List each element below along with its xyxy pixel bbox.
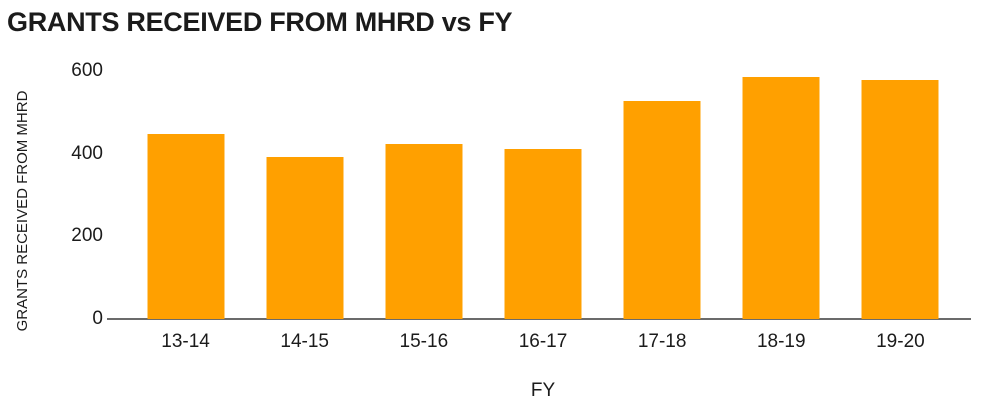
bar-17-18 — [623, 101, 701, 319]
bar-19-20 — [861, 80, 939, 319]
x-tick-label: 18-19 — [756, 331, 806, 352]
x-tick-label: 17-18 — [637, 331, 687, 352]
bar-16-17 — [504, 149, 582, 319]
x-tick-label: 15-16 — [399, 331, 449, 352]
bar-13-14 — [147, 134, 225, 319]
plot-area: 13-14 14-15 15-16 16-17 17-18 18-19 19-20 — [126, 71, 960, 352]
bar-18-19 — [742, 77, 820, 319]
x-axis-line — [107, 318, 971, 320]
y-axis-title: GRANTS RECEIVED FROM MHRD — [14, 90, 31, 332]
x-axis-title: FY — [530, 380, 556, 401]
bar-slot: 14-15 — [245, 71, 364, 352]
x-tick-label: 13-14 — [161, 331, 210, 352]
bar-slot: 13-14 — [126, 71, 245, 352]
bar-14-15 — [266, 157, 344, 319]
y-tick-label: 600 — [71, 60, 103, 81]
y-tick-label: 400 — [71, 142, 103, 164]
y-tick-label: 200 — [71, 225, 103, 247]
bar-slot: 19-20 — [841, 71, 960, 352]
x-tick-label: 19-20 — [876, 331, 925, 352]
bar-slot: 17-18 — [603, 71, 722, 352]
bar-slot: 18-19 — [722, 71, 841, 352]
bar-15-16 — [385, 144, 463, 319]
bar-slot: 15-16 — [364, 71, 483, 352]
x-tick-label: 14-15 — [280, 331, 330, 352]
bar-slot: 16-17 — [483, 71, 602, 352]
y-tick-label: 0 — [92, 308, 103, 329]
x-tick-label: 16-17 — [518, 331, 568, 352]
chart-title: GRANTS RECEIVED FROM MHRD vs FY — [7, 7, 513, 37]
